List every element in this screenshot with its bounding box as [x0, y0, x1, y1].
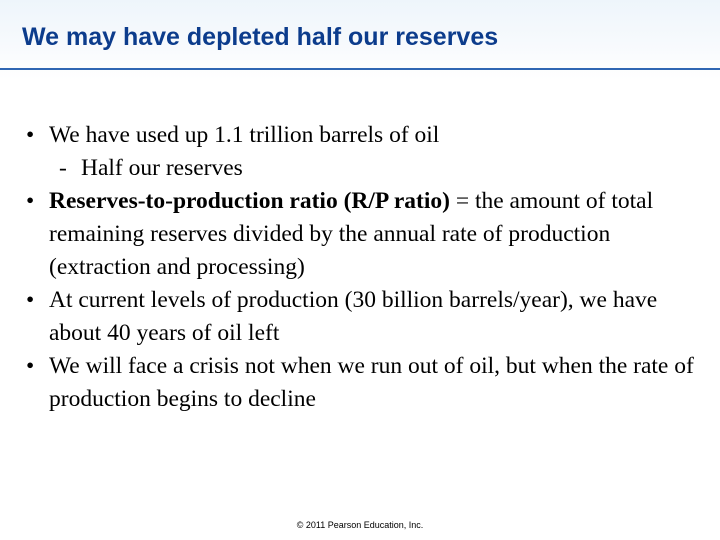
bullet-list: • We have used up 1.1 trillion barrels o…	[0, 119, 720, 416]
bullet-text: We have used up 1.1 trillion barrels of …	[49, 122, 440, 148]
bullet-marker: •	[26, 122, 35, 148]
sub-bullet-text: Half our reserves	[81, 155, 243, 181]
bullet-marker: •	[26, 353, 35, 379]
sub-bullet-marker: -	[59, 155, 67, 181]
bullet-item: • We have used up 1.1 trillion barrels o…	[0, 119, 720, 152]
header-background	[0, 0, 720, 80]
sub-bullet-item: - Half our reserves	[0, 152, 720, 185]
bullet-marker: •	[26, 188, 35, 214]
header-divider	[0, 68, 720, 70]
bullet-text: We will face a crisis not when we run ou…	[49, 353, 694, 412]
bullet-text: At current levels of production (30 bill…	[49, 287, 658, 346]
bullet-item: • We will face a crisis not when we run …	[0, 350, 720, 416]
slide-title: We may have depleted half our reserves	[22, 23, 499, 51]
bullet-item: • Reserves-to-production ratio (R/P rati…	[0, 185, 720, 284]
term-bold: Reserves-to-production ratio (R/P ratio)	[49, 188, 450, 214]
bullet-marker: •	[26, 287, 35, 313]
bullet-item: • At current levels of production (30 bi…	[0, 284, 720, 350]
bullet-text: = the amount of total remaining reserves…	[49, 188, 654, 280]
copyright-footer: © 2011 Pearson Education, Inc.	[296, 520, 424, 530]
